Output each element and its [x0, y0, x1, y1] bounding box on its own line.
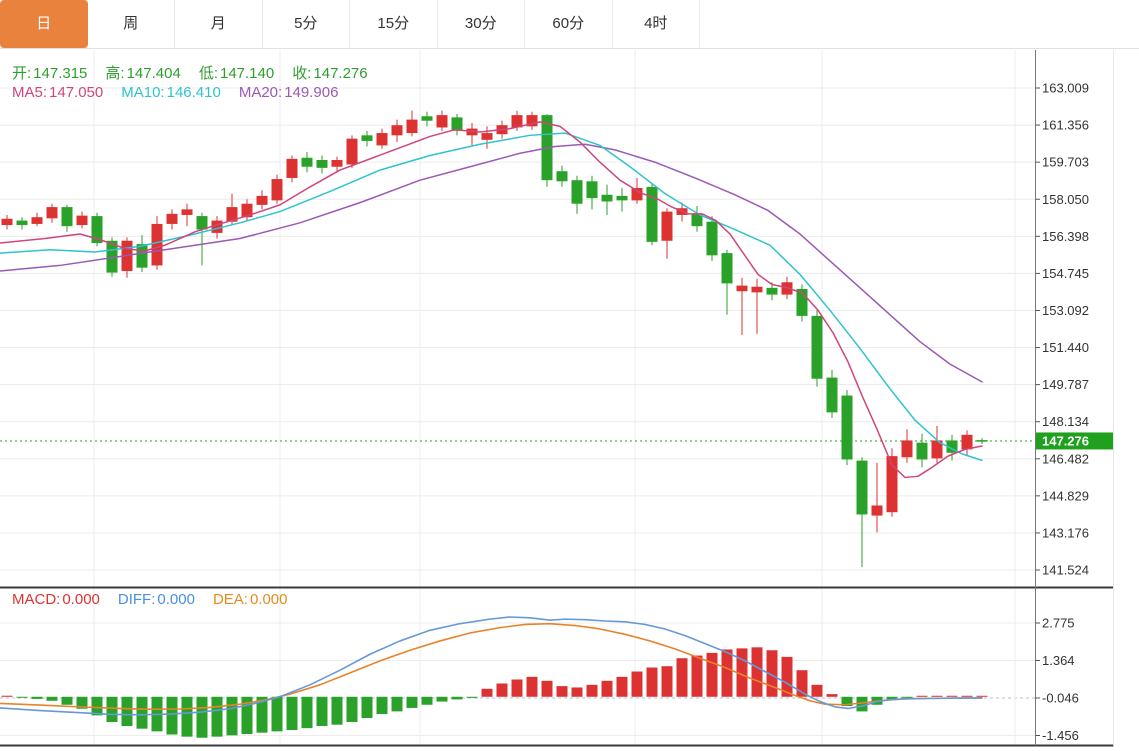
svg-text:156.398: 156.398 [1042, 229, 1089, 244]
tab-month[interactable]: 月 [175, 0, 263, 48]
svg-text:148.134: 148.134 [1042, 414, 1089, 429]
timeframe-tabbar: 日 周 月 5分 15分 30分 60分 4时 [0, 0, 1139, 49]
svg-text:163.009: 163.009 [1042, 81, 1089, 96]
tab-60min[interactable]: 60分 [525, 0, 613, 48]
svg-text:147.276: 147.276 [1042, 433, 1089, 448]
svg-text:153.092: 153.092 [1042, 303, 1089, 318]
svg-text:1.364: 1.364 [1042, 653, 1075, 668]
svg-text:158.050: 158.050 [1042, 192, 1089, 207]
svg-text:-1.456: -1.456 [1042, 728, 1079, 743]
svg-text:2.775: 2.775 [1042, 615, 1075, 630]
svg-text:154.745: 154.745 [1042, 266, 1089, 281]
current-price-tag [1036, 432, 1113, 450]
tab-day[interactable]: 日 [0, 0, 88, 48]
svg-text:141.524: 141.524 [1042, 563, 1089, 578]
tab-4hour[interactable]: 4时 [612, 0, 700, 48]
tab-15min[interactable]: 15分 [350, 0, 438, 48]
svg-text:146.482: 146.482 [1042, 451, 1089, 466]
tab-5min[interactable]: 5分 [262, 0, 350, 48]
svg-text:144.829: 144.829 [1042, 488, 1089, 503]
tab-week[interactable]: 周 [87, 0, 175, 48]
svg-text:149.787: 149.787 [1042, 377, 1089, 392]
svg-text:161.356: 161.356 [1042, 118, 1089, 133]
svg-text:-0.046: -0.046 [1042, 691, 1079, 706]
svg-text:159.703: 159.703 [1042, 155, 1089, 170]
svg-text:143.176: 143.176 [1042, 525, 1089, 540]
svg-text:151.440: 151.440 [1042, 340, 1089, 355]
tab-30min[interactable]: 30分 [437, 0, 525, 48]
